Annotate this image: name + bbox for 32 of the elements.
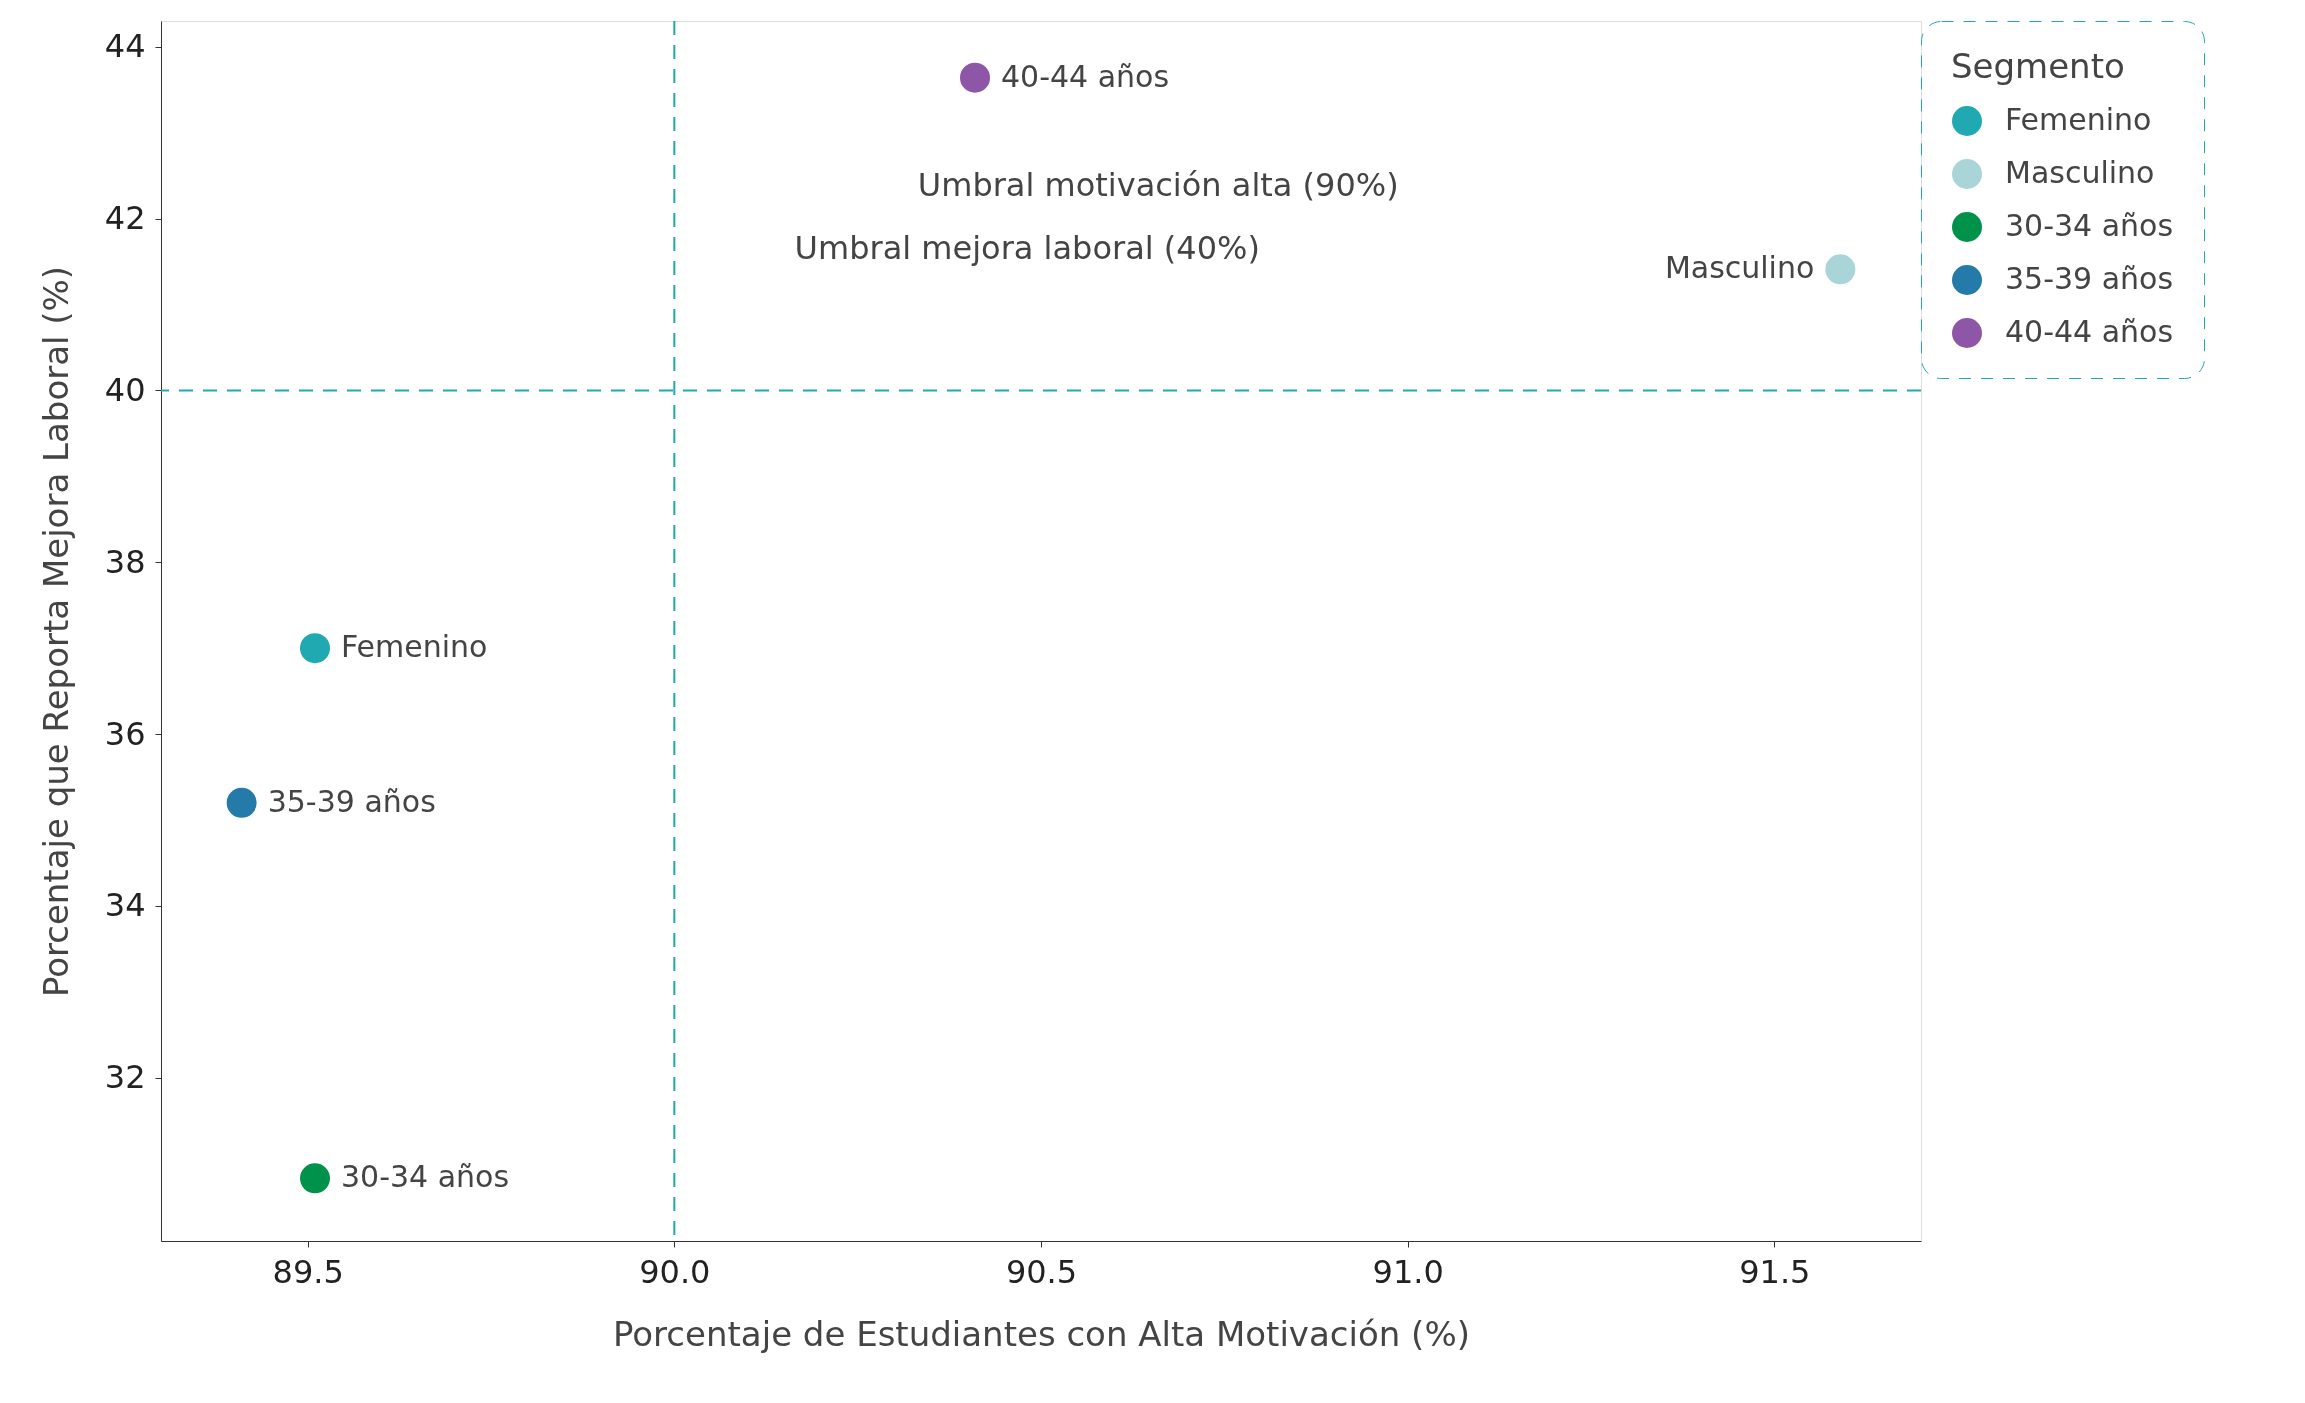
x-axis-title: Porcentaje de Estudiantes con Alta Motivación (%) (613, 1313, 1470, 1354)
y-tick-label: 32 (104, 1058, 146, 1097)
legend-label: 40-44 años (2005, 314, 2174, 349)
annotation: Umbral motivación alta (90%) (917, 165, 1399, 204)
y-tick-label: 34 (104, 886, 146, 925)
y-tick-label: 38 (104, 542, 146, 581)
annotation: Umbral mejora laboral (40%) (794, 229, 1260, 268)
y-tick-label: 42 (104, 199, 146, 238)
x-tick-label: 91.5 (1739, 1252, 1811, 1291)
y-tick-label: 40 (104, 370, 146, 409)
text: 35-39 años (267, 783, 436, 819)
point (300, 633, 330, 664)
point (226, 787, 257, 818)
legend-label: 30-34 años (2005, 208, 2174, 243)
x-tick-label: 90.5 (1005, 1252, 1078, 1291)
y-tick-label: 36 (104, 714, 146, 753)
point (1825, 254, 1856, 285)
legend-label: Femenino (2005, 102, 2152, 137)
legend-title: Segmento (1951, 46, 2125, 86)
text: Femenino (341, 629, 488, 665)
text: 30-34 años (341, 1159, 510, 1195)
x-tick-label: 91.0 (1372, 1252, 1444, 1291)
text: 40-44 años (1001, 58, 1170, 94)
point (300, 1163, 330, 1194)
point (960, 62, 990, 93)
x-tick-label: 90.0 (639, 1252, 711, 1291)
legend-label: 35-39 años (2005, 261, 2174, 296)
y-axis-title: Porcentaje que Reporta Mejora Laboral (%) (35, 265, 76, 998)
y-tick-label: 44 (104, 27, 146, 66)
x-tick-label: 89.5 (272, 1252, 344, 1291)
legend-label: Masculino (2005, 155, 2155, 190)
text: Masculino (1664, 250, 1815, 286)
